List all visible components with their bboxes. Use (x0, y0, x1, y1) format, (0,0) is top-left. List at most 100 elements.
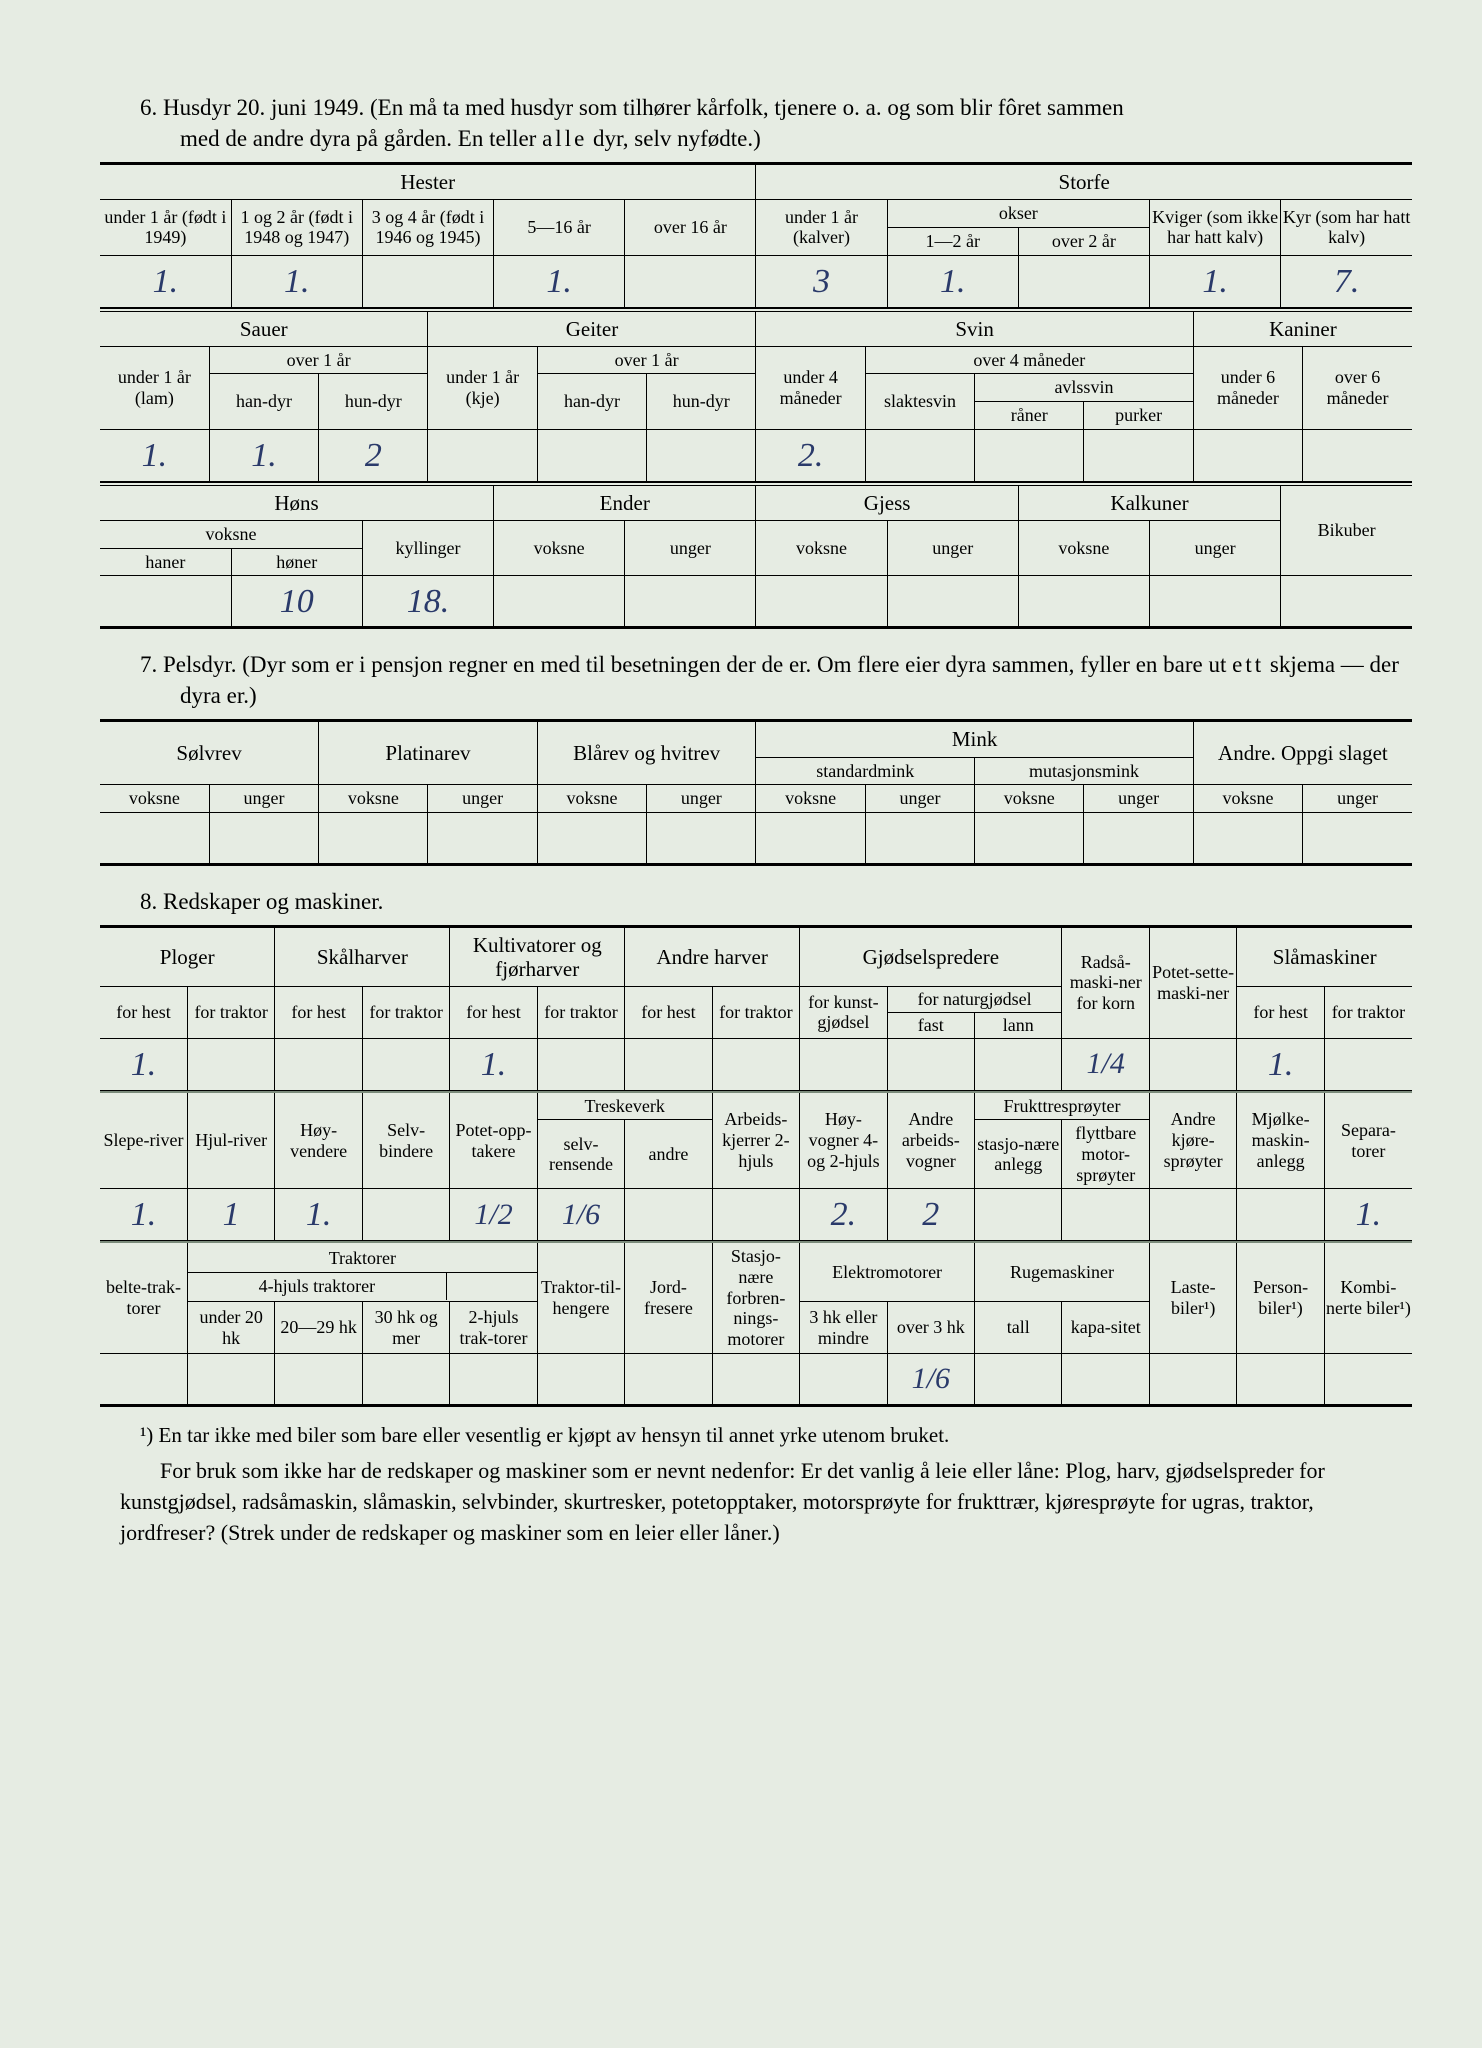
rv3-tohjul[interactable] (450, 1353, 537, 1405)
pv-2[interactable] (209, 812, 318, 864)
rv-radsa[interactable]: 1/4 (1062, 1038, 1149, 1090)
rv2-arbk[interactable] (712, 1189, 799, 1241)
rv2-hoyvogn[interactable]: 2. (800, 1189, 887, 1241)
rv3-eo3[interactable]: 1/6 (887, 1353, 974, 1405)
pv-6[interactable] (647, 812, 756, 864)
hdr-ender: Ender (494, 484, 756, 521)
rv3-kapa[interactable] (1062, 1353, 1149, 1405)
r-gjodsel: Gjødselspredere (800, 926, 1062, 986)
v-h-34[interactable] (362, 255, 493, 307)
rv-potet[interactable] (1149, 1038, 1236, 1090)
v3-gv[interactable] (756, 576, 887, 628)
v3-honer[interactable]: 10 (231, 576, 362, 628)
rv3-kombi[interactable] (1324, 1353, 1412, 1405)
rv-sl-t[interactable] (1324, 1038, 1412, 1090)
rv2-hjul[interactable]: 1 (187, 1189, 274, 1241)
rv2-fr-f[interactable] (1062, 1189, 1149, 1241)
v-s-o2[interactable] (1018, 255, 1149, 307)
rv2-tr-a[interactable] (625, 1189, 712, 1241)
r-pl-t: for traktor (187, 987, 274, 1038)
v2-ka-u6[interactable] (1193, 429, 1302, 481)
v2-sa-hun[interactable]: 2 (319, 429, 428, 481)
pv-8[interactable] (865, 812, 974, 864)
rv-sk-h[interactable] (275, 1038, 362, 1090)
v3-eu[interactable] (625, 576, 756, 628)
rv3-u20[interactable] (187, 1353, 274, 1405)
rv-sl-h[interactable]: 1. (1237, 1038, 1324, 1090)
rv2-tr-s[interactable]: 1/6 (537, 1189, 624, 1241)
rv3-person[interactable] (1237, 1353, 1324, 1405)
v-h-12[interactable]: 1. (231, 255, 362, 307)
s-12: 1—2 år (887, 227, 1018, 255)
rv3-belte[interactable] (100, 1353, 187, 1405)
rv-pl-h[interactable]: 1. (100, 1038, 187, 1090)
rv-ku-t[interactable] (537, 1038, 624, 1090)
v2-ge-hun[interactable] (647, 429, 756, 481)
rv-ah-h[interactable] (625, 1038, 712, 1090)
v-h-o16[interactable] (625, 255, 756, 307)
rv3-e3m[interactable] (800, 1353, 887, 1405)
section7-num: 7. (140, 652, 157, 677)
v2-sv-sl[interactable] (865, 429, 974, 481)
rv2-mjolk[interactable] (1237, 1189, 1324, 1241)
v2-ge-u1[interactable] (428, 429, 537, 481)
rv3-jordf[interactable] (625, 1353, 712, 1405)
pv-1[interactable] (100, 812, 209, 864)
rv-sk-t[interactable] (362, 1038, 449, 1090)
rv3-laste[interactable] (1149, 1353, 1236, 1405)
rv2-hoyv[interactable]: 1. (275, 1189, 362, 1241)
rv3-traktil[interactable] (537, 1353, 624, 1405)
pv-5[interactable] (537, 812, 646, 864)
rv2-andrevogn[interactable]: 2 (887, 1189, 974, 1241)
rv2-fr-s[interactable] (975, 1189, 1062, 1241)
rv2-sepa[interactable]: 1. (1324, 1189, 1412, 1241)
r-hoyv: Høy-vendere (275, 1092, 362, 1189)
rv-ah-t[interactable] (712, 1038, 799, 1090)
rv2-slepe[interactable]: 1. (100, 1189, 187, 1241)
pv-7[interactable] (756, 812, 865, 864)
rv3-stasjm[interactable] (712, 1353, 799, 1405)
rv-ku-h[interactable]: 1. (450, 1038, 537, 1090)
v2-sv-u4[interactable]: 2. (756, 429, 865, 481)
v2-sv-ra[interactable] (975, 429, 1084, 481)
rv3-tall[interactable] (975, 1353, 1062, 1405)
rv3-30mer[interactable] (362, 1353, 449, 1405)
rv-pl-t[interactable] (187, 1038, 274, 1090)
pv-11[interactable] (1193, 812, 1302, 864)
r-arbk: Arbeids-kjerrer 2-hjuls (712, 1092, 799, 1189)
v2-ka-o6[interactable] (1303, 429, 1412, 481)
pv-4[interactable] (428, 812, 537, 864)
r-gj-f: fast (888, 1013, 975, 1038)
r-kombi: Kombi-nerte biler¹) (1324, 1242, 1412, 1353)
rv-gj-f[interactable] (887, 1038, 974, 1090)
rv2-selvb[interactable] (362, 1189, 449, 1241)
v2-ge-han[interactable] (537, 429, 646, 481)
v3-bik[interactable] (1281, 576, 1412, 628)
rv-gj-l[interactable] (975, 1038, 1062, 1090)
rv3-2029[interactable] (275, 1353, 362, 1405)
v3-kv[interactable] (1018, 576, 1149, 628)
sv-o4: over 4 måneder (865, 346, 1193, 374)
v2-sa-han[interactable]: 1. (209, 429, 318, 481)
rv2-andrek[interactable] (1149, 1189, 1236, 1241)
v3-kyll[interactable]: 18. (362, 576, 493, 628)
v-s-kyr[interactable]: 7. (1281, 255, 1412, 307)
pv-10[interactable] (1084, 812, 1193, 864)
v3-haner[interactable] (100, 576, 231, 628)
pv-12[interactable] (1303, 812, 1412, 864)
rv-gj-k[interactable] (800, 1038, 887, 1090)
v-s-12[interactable]: 1. (887, 255, 1018, 307)
v-h-u1[interactable]: 1. (100, 255, 231, 307)
v2-sv-pu[interactable] (1084, 429, 1193, 481)
v3-gu[interactable] (887, 576, 1018, 628)
v3-ku[interactable] (1150, 576, 1281, 628)
pv-3[interactable] (319, 812, 428, 864)
k-u: unger (1150, 520, 1281, 575)
v-h-516[interactable]: 1. (494, 255, 625, 307)
v-s-kviger[interactable]: 1. (1150, 255, 1281, 307)
v-s-u1[interactable]: 3 (756, 255, 887, 307)
rv2-potop[interactable]: 1/2 (450, 1189, 537, 1241)
pv-9[interactable] (975, 812, 1084, 864)
v3-ev[interactable] (494, 576, 625, 628)
v2-sa-u1[interactable]: 1. (100, 429, 209, 481)
